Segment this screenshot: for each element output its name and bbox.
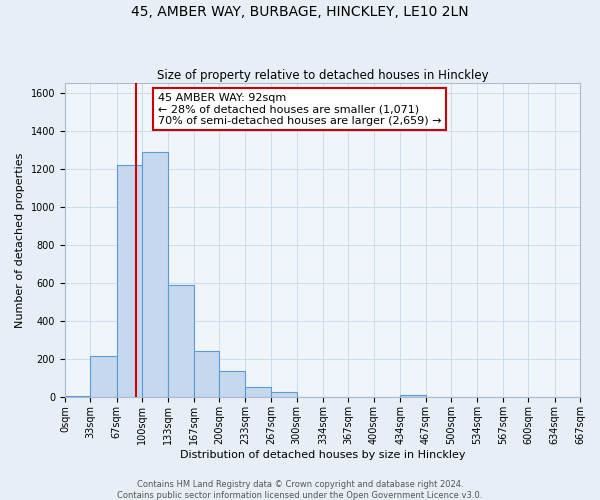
Bar [220,371,245,398]
Y-axis label: Number of detached properties: Number of detached properties [15,152,25,328]
Bar [142,152,167,398]
Bar [116,165,142,398]
Text: 45 AMBER WAY: 92sqm
← 28% of detached houses are smaller (1,071)
70% of semi-det: 45 AMBER WAY: 92sqm ← 28% of detached ho… [158,92,441,126]
Bar [400,394,425,398]
Text: Contains HM Land Registry data © Crown copyright and database right 2024.
Contai: Contains HM Land Registry data © Crown c… [118,480,482,500]
Bar [271,392,296,398]
Bar [194,351,220,398]
Bar [91,356,116,398]
Bar [65,396,91,398]
Text: 45, AMBER WAY, BURBAGE, HINCKLEY, LE10 2LN: 45, AMBER WAY, BURBAGE, HINCKLEY, LE10 2… [131,5,469,19]
Bar [245,387,271,398]
Bar [167,285,194,398]
X-axis label: Distribution of detached houses by size in Hinckley: Distribution of detached houses by size … [180,450,465,460]
Title: Size of property relative to detached houses in Hinckley: Size of property relative to detached ho… [157,69,488,82]
